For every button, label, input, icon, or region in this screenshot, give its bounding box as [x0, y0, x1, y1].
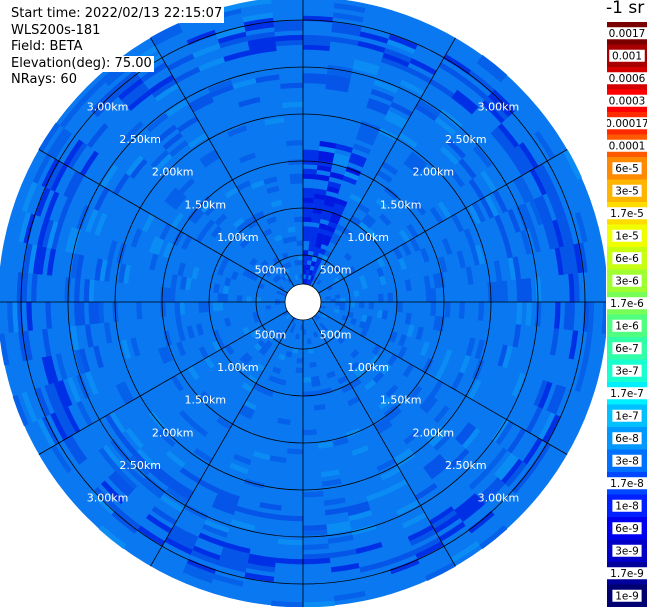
ppi-scan-plot: 500m 1.00km 1.50km 2.00km 2.50km 3.00km 500m 1.…: [0, 0, 606, 607]
colorbar-label-bg: [612, 274, 642, 287]
colorbar-tick-label: 6e-6: [615, 253, 639, 265]
colorbar-label-bg: [612, 409, 642, 422]
range-ring-label: 500m: [255, 329, 287, 342]
colorbar-tick-label: 0.0003: [609, 95, 646, 107]
colorbar-tick-label: 1e-6: [615, 320, 639, 332]
range-ring-label: 3.00km: [478, 101, 520, 114]
instrument-label: WLS200s-181: [11, 22, 103, 39]
colorbar-tick-label: 0.00017: [607, 118, 647, 130]
range-ring-label: 1.50km: [380, 394, 422, 407]
elevation-label: Elevation(deg): 75.00: [11, 55, 154, 72]
colorbar-tick-label: 1e-7: [615, 410, 639, 422]
colorbar-tick-label: 1e-5: [615, 230, 639, 242]
colorbar-label-bg: [607, 72, 647, 85]
range-ring-label: 3.00km: [478, 491, 520, 504]
colorbar-label-bg: [607, 27, 647, 40]
colorbar-tick-label: 1.7e-9: [610, 568, 644, 580]
colorbar-label-bg: [612, 589, 642, 602]
center-blind-zone: [284, 283, 322, 321]
colorbar-label-bg: [612, 342, 642, 355]
nrays-label: NRays: 60: [11, 72, 79, 89]
colorbar-tick-label: 1e-8: [615, 500, 639, 512]
colorbar-label-bg: [612, 432, 642, 445]
colorbar-label-bg: [612, 229, 642, 242]
colorbar-tick-label: 0.001: [612, 50, 642, 62]
range-ring-label: 500m: [320, 329, 352, 342]
colorbar-label-bg: [607, 94, 647, 107]
colorbar-tick-label: 0.0006: [609, 73, 646, 85]
colorbar-tick-label: 0.0001: [609, 140, 646, 152]
range-ring-label: 2.50km: [119, 133, 161, 146]
colorbar-label-bg: [609, 49, 645, 62]
range-ring-label: 2.00km: [152, 426, 194, 439]
colorbar-tick-label: 6e-7: [615, 343, 639, 355]
range-ring-label: 1.00km: [347, 231, 389, 244]
colorbar-label-bg: [607, 477, 647, 490]
colorbar-label-bg: [607, 297, 647, 310]
colorbar-label-bg: [612, 252, 642, 265]
range-ring-label: 2.50km: [445, 133, 487, 146]
colorbar-label-bg: [607, 117, 647, 130]
range-ring-label: 1.50km: [185, 394, 227, 407]
colorbar-label-bg: [612, 184, 642, 197]
range-ring-label: 2.00km: [412, 426, 454, 439]
range-ring-label: 1.50km: [185, 198, 227, 211]
start-time-label: Start time: 2022/02/13 22:15:07: [11, 6, 225, 23]
colorbar-tick-label: 3e-9: [615, 545, 639, 557]
scan-info-panel: Start time: 2022/02/13 22:15:07 WLS200s-…: [11, 6, 225, 89]
colorbar-tick-label: 6e-5: [615, 163, 639, 175]
range-ring-label: 2.00km: [152, 166, 194, 179]
field-label: Field: BETA: [11, 39, 85, 56]
colorbar-tick-label: 3e-5: [615, 185, 639, 197]
colorbar-tick-label: 3e-6: [615, 275, 639, 287]
range-ring-label: 500m: [320, 263, 352, 276]
colorbar-label-bg: [612, 162, 642, 175]
colorbar-title: -1 sr: [606, 0, 645, 18]
colorbar-tick-label: 6e-9: [615, 523, 639, 535]
range-ring-label: 3.00km: [87, 101, 129, 114]
range-ring-label: 1.00km: [217, 231, 259, 244]
colorbar-label-bg: [612, 522, 642, 535]
range-ring-label: 3.00km: [87, 491, 129, 504]
colorbar-tick-label: 1.7e-5: [610, 208, 644, 220]
colorbar-label-bg: [612, 454, 642, 467]
colorbar: 0.0017 0.001 0.0006 0.0003 0.00017 0.0001 6e-5…: [607, 22, 647, 607]
colorbar-label-bg: [612, 319, 642, 332]
colorbar-tick-label: 3e-7: [615, 365, 639, 377]
range-ring-labels: 500m 1.00km 1.50km 2.00km 2.50km 3.00km 500m 1.…: [87, 101, 519, 505]
colorbar-label-bg: [612, 364, 642, 377]
colorbar-tick-label: 1.7e-7: [610, 388, 644, 400]
colorbar-tick-label: 6e-8: [615, 433, 639, 445]
colorbar-label-bg: [607, 207, 647, 220]
colorbar-tick-label: 1.7e-6: [610, 298, 644, 310]
range-ring-label: 1.00km: [217, 361, 259, 374]
colorbar-tick-label: 1e-9: [615, 590, 639, 602]
range-ring-label: 2.50km: [119, 459, 161, 472]
colorbar-label-bg: [607, 567, 647, 580]
range-ring-label: 500m: [255, 263, 287, 276]
azimuth-spokes: [0, 0, 606, 607]
colorbar-label-bg: [612, 544, 642, 557]
range-ring-label: 1.50km: [380, 198, 422, 211]
colorbar-tick-label: 1.7e-8: [610, 478, 644, 490]
colorbar-label-bg: [607, 387, 647, 400]
range-ring-label: 2.50km: [445, 459, 487, 472]
colorbar-tick-label: 3e-8: [615, 455, 639, 467]
range-ring-label: 1.00km: [347, 361, 389, 374]
colorbar-tick-label: 0.0017: [609, 28, 646, 40]
colorbar-label-bg: [612, 499, 642, 512]
colorbar-label-bg: [607, 139, 647, 152]
range-ring-label: 2.00km: [412, 166, 454, 179]
